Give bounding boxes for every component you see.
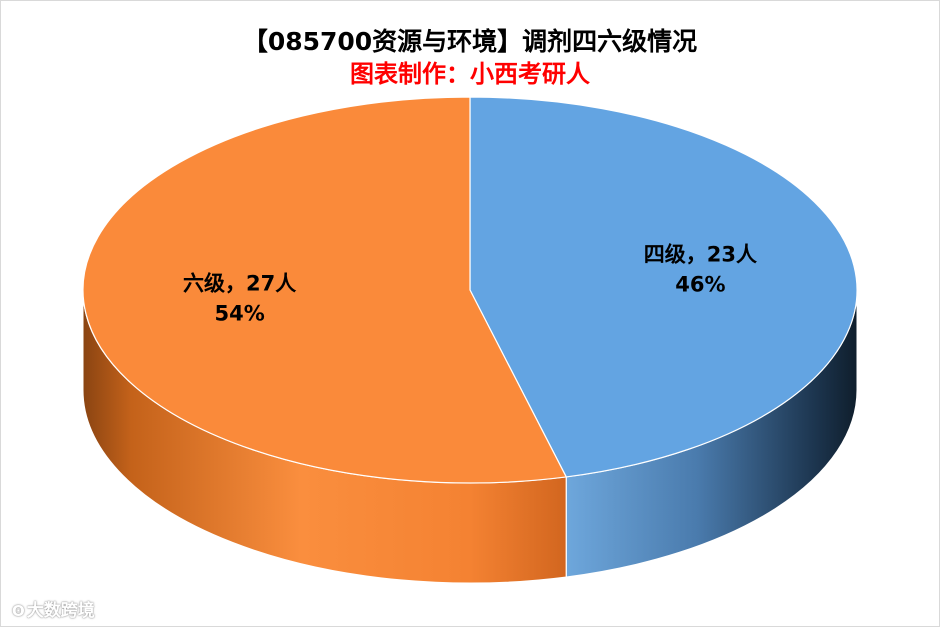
pie-slice-六级	[82, 96, 568, 484]
percent-label-四级: 46%	[675, 272, 725, 296]
percent-label-六级: 54%	[214, 302, 264, 326]
weibo-icon: ʘ	[12, 602, 25, 620]
watermark-text: 大数跨境	[26, 601, 95, 621]
pie-slice-四级	[469, 96, 858, 478]
chart-subtitle: 图表制作：小西考研人	[350, 60, 590, 88]
data-label-六级: 六级，27人	[183, 272, 296, 296]
chart-title: 【085700资源与环境】调剂四六级情况	[242, 27, 698, 56]
pie-top-layer	[82, 96, 858, 484]
data-label-四级: 四级，23人	[644, 242, 757, 266]
watermark: ʘ 大数跨境	[12, 596, 95, 621]
pie-label-layer: 四级，23人 46% 六级，27人 54%	[183, 242, 757, 325]
